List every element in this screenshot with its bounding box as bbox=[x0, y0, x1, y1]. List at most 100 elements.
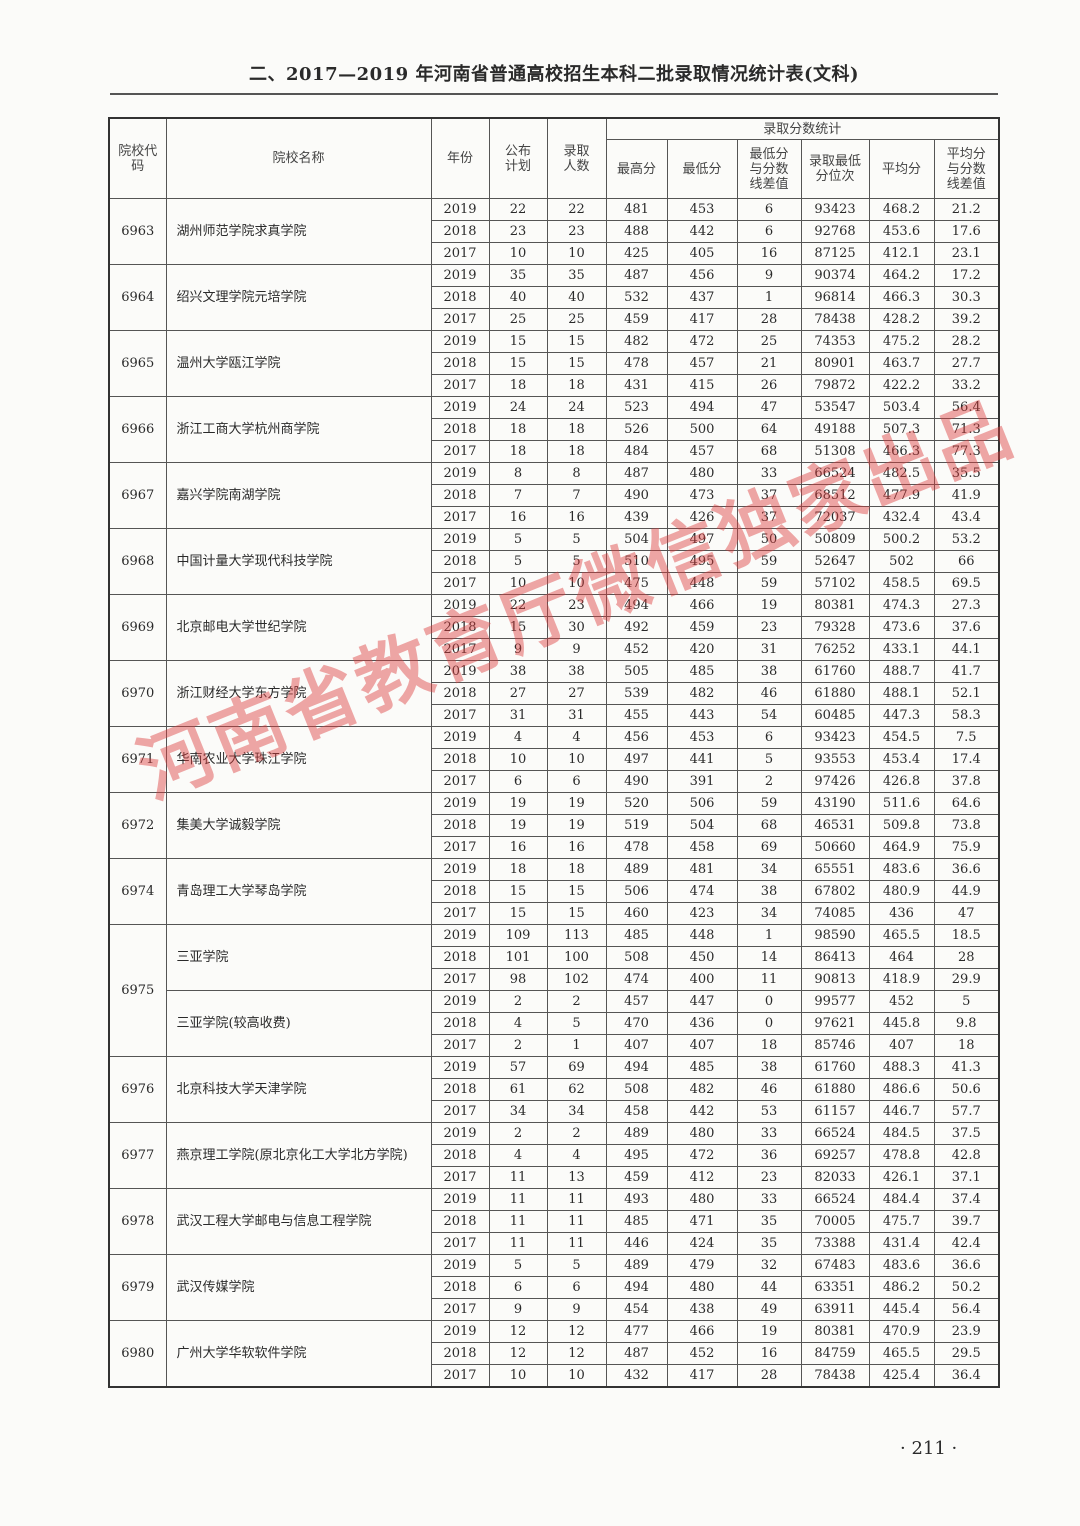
cell-max-score: 407 bbox=[605, 1034, 668, 1057]
cell-min-rank: 92768 bbox=[800, 220, 870, 243]
school-name: 浙江财经大学东方学院 bbox=[165, 660, 432, 727]
cell-admitted: 10 bbox=[546, 748, 607, 771]
school-code: 6966 bbox=[108, 396, 167, 463]
cell-avg-diff: 77.3 bbox=[933, 440, 1000, 463]
cell-max-score: 470 bbox=[605, 1012, 668, 1035]
cell-avg-diff: 35.5 bbox=[933, 462, 1000, 485]
cell-admitted: 69 bbox=[546, 1056, 607, 1079]
cell-avg-diff: 37.6 bbox=[933, 616, 1000, 639]
school-code: 6970 bbox=[108, 660, 167, 727]
table-row: 2018 61 62 508 482 46 61880 486.6 50.6 bbox=[109, 1078, 1000, 1101]
cell-admitted: 4 bbox=[546, 1144, 607, 1167]
cell-admitted: 102 bbox=[546, 968, 607, 991]
cell-max-score: 459 bbox=[605, 308, 668, 331]
cell-min-score: 495 bbox=[666, 550, 738, 573]
cell-avg-score: 480.9 bbox=[868, 880, 935, 903]
cell-plan: 40 bbox=[488, 286, 548, 309]
cell-avg-score: 447.3 bbox=[868, 704, 935, 727]
cell-avg-diff: 75.9 bbox=[933, 836, 1000, 859]
header-plan: 公布计划 bbox=[488, 117, 548, 199]
table-row: 2018 23 23 488 442 6 92768 453.6 17.6 bbox=[109, 220, 1000, 243]
cell-avg-score: 486.2 bbox=[868, 1276, 935, 1299]
cell-admitted: 27 bbox=[546, 682, 607, 705]
header-score-group: 录取分数统计 bbox=[605, 117, 1000, 140]
cell-admitted: 15 bbox=[546, 330, 607, 353]
cell-min-rank: 61157 bbox=[800, 1100, 870, 1123]
cell-avg-score: 426.1 bbox=[868, 1166, 935, 1189]
table-row: 2018 10 10 497 441 5 93553 453.4 17.4 bbox=[109, 748, 1000, 771]
cell-min-score: 472 bbox=[666, 330, 738, 353]
cell-year: 2019 bbox=[430, 396, 490, 419]
cell-avg-diff: 28 bbox=[933, 946, 1000, 969]
cell-min-rank: 57102 bbox=[800, 572, 870, 595]
cell-plan: 5 bbox=[488, 528, 548, 551]
cell-avg-diff: 17.6 bbox=[933, 220, 1000, 243]
cell-plan: 11 bbox=[488, 1188, 548, 1211]
cell-year: 2017 bbox=[430, 308, 490, 331]
cell-min-score: 459 bbox=[666, 616, 738, 639]
cell-avg-diff: 52.1 bbox=[933, 682, 1000, 705]
cell-plan: 98 bbox=[488, 968, 548, 991]
cell-min-diff: 1 bbox=[736, 286, 802, 309]
cell-min-rank: 61880 bbox=[800, 682, 870, 705]
table-row: 2018 15 30 492 459 23 79328 473.6 37.6 bbox=[109, 616, 1000, 639]
cell-year: 2017 bbox=[430, 572, 490, 595]
cell-year: 2018 bbox=[430, 1078, 490, 1101]
cell-min-rank: 61760 bbox=[800, 1056, 870, 1079]
cell-max-score: 508 bbox=[605, 946, 668, 969]
cell-year: 2019 bbox=[430, 198, 490, 221]
cell-min-score: 412 bbox=[666, 1166, 738, 1189]
table-row: 6967 嘉兴学院南湖学院 2019 8 8 487 480 33 66524 482.5 35.5 bbox=[108, 462, 1000, 529]
cell-avg-score: 466.3 bbox=[868, 286, 935, 309]
cell-min-score: 482 bbox=[666, 1078, 738, 1101]
school-code: 6979 bbox=[108, 1254, 167, 1321]
cell-avg-score: 509.8 bbox=[868, 814, 935, 837]
cell-min-diff: 19 bbox=[736, 1320, 802, 1343]
cell-min-diff: 64 bbox=[736, 418, 802, 441]
cell-max-score: 478 bbox=[605, 836, 668, 859]
cell-plan: 16 bbox=[488, 836, 548, 859]
cell-plan: 12 bbox=[488, 1320, 548, 1343]
cell-plan: 15 bbox=[488, 330, 548, 353]
cell-year: 2017 bbox=[430, 242, 490, 265]
cell-min-diff: 0 bbox=[736, 1012, 802, 1035]
cell-plan: 5 bbox=[488, 550, 548, 573]
school-code: 6980 bbox=[108, 1320, 167, 1388]
table-row: 6971 华南农业大学珠江学院 2019 4 4 456 453 6 93423 454.5 7.5 bbox=[108, 726, 1000, 793]
table-row: 2017 9 9 452 420 31 76252 433.1 44.1 bbox=[109, 638, 1000, 661]
cell-max-score: 493 bbox=[605, 1188, 668, 1211]
cell-min-diff: 28 bbox=[736, 308, 802, 331]
cell-plan: 34 bbox=[488, 1100, 548, 1123]
cell-avg-diff: 53.2 bbox=[933, 528, 1000, 551]
cell-year: 2018 bbox=[430, 1276, 490, 1299]
cell-min-score: 437 bbox=[666, 286, 738, 309]
table-row: 2018 15 15 478 457 21 80901 463.7 27.7 bbox=[109, 352, 1000, 375]
school-name: 温州大学瓯江学院 bbox=[165, 330, 432, 397]
cell-avg-score: 507.3 bbox=[868, 418, 935, 441]
cell-min-diff: 36 bbox=[736, 1144, 802, 1167]
cell-avg-score: 407 bbox=[868, 1034, 935, 1057]
cell-plan: 2 bbox=[488, 1034, 548, 1057]
cell-min-score: 480 bbox=[666, 1276, 738, 1299]
cell-admitted: 19 bbox=[546, 792, 607, 815]
cell-avg-score: 483.6 bbox=[868, 858, 935, 881]
cell-avg-diff: 17.4 bbox=[933, 748, 1000, 771]
cell-min-diff: 68 bbox=[736, 440, 802, 463]
cell-min-score: 417 bbox=[666, 1364, 738, 1388]
table-row: 2017 9 9 454 438 49 63911 445.4 56.4 bbox=[109, 1298, 1000, 1321]
cell-min-rank: 61880 bbox=[800, 1078, 870, 1101]
cell-avg-diff: 17.2 bbox=[933, 264, 1000, 287]
cell-max-score: 460 bbox=[605, 902, 668, 925]
cell-min-score: 438 bbox=[666, 1298, 738, 1321]
cell-admitted: 35 bbox=[546, 264, 607, 287]
cell-admitted: 16 bbox=[546, 836, 607, 859]
cell-plan: 6 bbox=[488, 1276, 548, 1299]
cell-min-rank: 66524 bbox=[800, 1122, 870, 1145]
cell-max-score: 474 bbox=[605, 968, 668, 991]
cell-min-rank: 96814 bbox=[800, 286, 870, 309]
cell-min-rank: 73388 bbox=[800, 1232, 870, 1255]
table-row: 2017 15 15 460 423 34 74085 436 47 bbox=[109, 902, 1000, 925]
cell-avg-score: 452 bbox=[868, 990, 935, 1013]
cell-avg-diff: 58.3 bbox=[933, 704, 1000, 727]
cell-avg-score: 473.6 bbox=[868, 616, 935, 639]
